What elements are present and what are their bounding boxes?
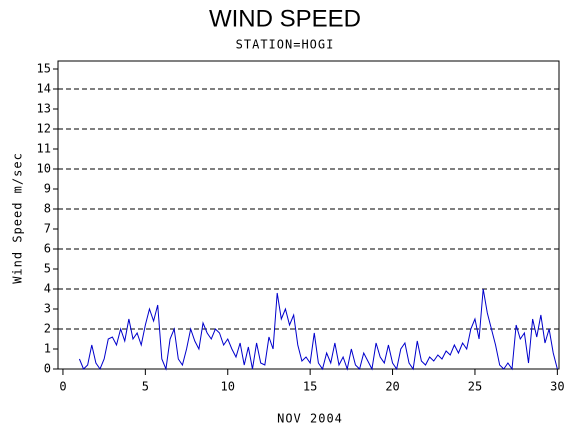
y-tick-label: 3 [44, 302, 51, 316]
y-tick-label: 4 [44, 282, 51, 296]
y-tick-label: 13 [37, 102, 51, 116]
x-tick-label: 10 [221, 380, 235, 394]
y-tick-label: 5 [44, 262, 51, 276]
x-axis-label: NOV 2004 [277, 412, 343, 426]
y-tick-label: 15 [37, 62, 51, 76]
y-tick-label: 0 [44, 362, 51, 376]
x-tick-label: 15 [303, 380, 317, 394]
chart-subtitle: STATION=HOGI [236, 38, 335, 52]
x-tick-label: 20 [385, 380, 399, 394]
y-tick-label: 10 [37, 162, 51, 176]
y-tick-label: 9 [44, 182, 51, 196]
y-axis-label: Wind Speed m/sec [11, 152, 25, 284]
x-tick-label: 25 [468, 380, 482, 394]
y-tick-label: 7 [44, 222, 51, 236]
x-tick-label: 0 [59, 380, 66, 394]
y-tick-label: 6 [44, 242, 51, 256]
y-tick-label: 14 [37, 82, 51, 96]
chart-title: WIND SPEED [209, 5, 361, 32]
y-tick-label: 1 [44, 342, 51, 356]
y-tick-label: 11 [37, 142, 51, 156]
x-tick-label: 30 [550, 380, 564, 394]
y-tick-label: 2 [44, 322, 51, 336]
y-tick-label: 8 [44, 202, 51, 216]
plot-frame [57, 60, 560, 370]
y-tick-label: 12 [37, 122, 51, 136]
data-line [78, 288, 558, 371]
x-tick-label: 5 [142, 380, 149, 394]
